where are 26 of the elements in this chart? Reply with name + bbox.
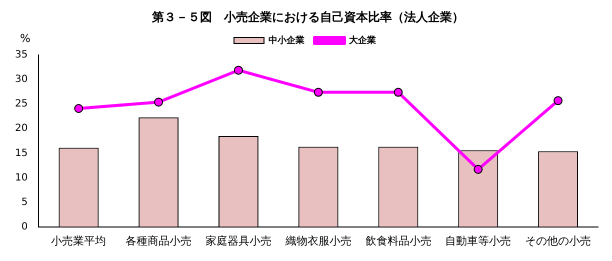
- y-tick-label: 30: [14, 74, 28, 86]
- x-tick-label: 小売業平均: [51, 234, 106, 248]
- point: [394, 88, 403, 97]
- legend-label: 中小企業: [268, 34, 304, 46]
- point: [314, 88, 323, 97]
- y-axis-title: %: [20, 32, 30, 45]
- y-tick-label: 15: [14, 148, 28, 159]
- point: [154, 98, 164, 107]
- y-tick-label: 25: [14, 98, 28, 110]
- x-tick-label: 織物衣服小売: [284, 234, 352, 248]
- chart-title: 第３－５図 小売企業における自己資本比率（法人企業）: [151, 9, 465, 26]
- x-tick-label: 自動車等小売: [445, 234, 512, 248]
- y-tick-label: 35: [14, 50, 28, 61]
- point: [74, 104, 84, 114]
- point: [234, 66, 243, 75]
- y-tick-label: 0: [21, 221, 28, 232]
- point: [474, 164, 483, 174]
- x-tick-label: 各種商品小売: [126, 234, 192, 248]
- legend-label: 大企業: [349, 34, 376, 46]
- y-tick-label: 20: [14, 123, 28, 134]
- y-tick-label: 10: [14, 172, 28, 184]
- point: [554, 96, 563, 106]
- y-tick-label: 5: [21, 196, 28, 208]
- x-tick-label: 飲食料品小売: [365, 234, 432, 248]
- x-tick-label: その他の小売: [525, 234, 592, 248]
- x-tick-label: 家庭器具小売: [205, 234, 272, 248]
